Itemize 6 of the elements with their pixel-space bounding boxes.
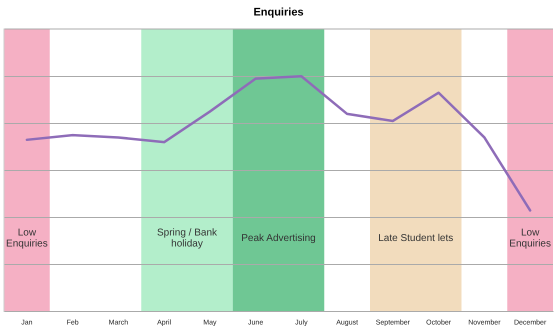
band-label: Peak Advertising [241, 232, 316, 244]
band-label: Low Enquiries [509, 227, 551, 250]
band-label: Spring / Bank holiday [156, 227, 218, 250]
chart-title: Enquiries [253, 6, 304, 19]
band-label: Late Student lets [378, 232, 454, 244]
band-label: Low Enquiries [6, 227, 48, 250]
